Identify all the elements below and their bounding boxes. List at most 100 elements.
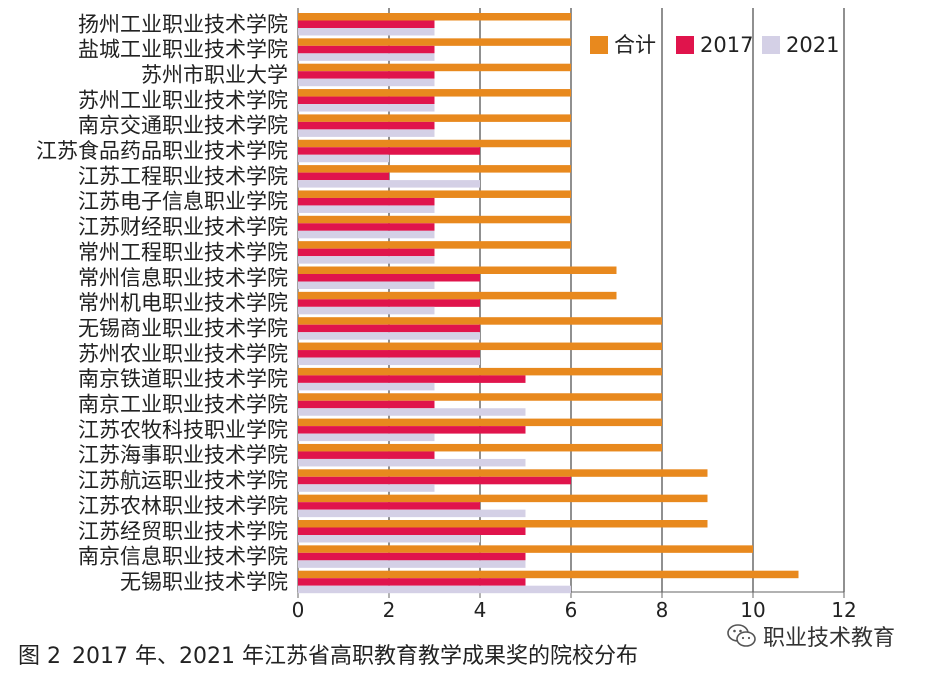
x-tick-labels: 0 2 4 6 8 10 12 <box>292 598 857 622</box>
bar-total <box>298 139 571 148</box>
legend: 合计 2017 2021 <box>590 33 839 57</box>
bar-2017 <box>298 121 435 130</box>
x-tick-label: 0 <box>292 598 305 622</box>
bar-2017 <box>298 172 389 181</box>
bar-2021 <box>298 306 435 315</box>
bar-total <box>298 215 571 224</box>
bar-2021 <box>298 585 571 594</box>
category-label: 无锡商业职业技术学院 <box>78 316 288 340</box>
bar-total <box>298 317 662 325</box>
category-label: 常州机电职业技术学院 <box>78 291 288 315</box>
bar-2021 <box>298 484 435 492</box>
bar-total <box>298 393 662 401</box>
bar-total <box>298 443 662 452</box>
bar-2021 <box>298 357 480 366</box>
wechat-icon <box>727 624 756 647</box>
bar-2021 <box>298 104 435 112</box>
figure-caption: 图 2 2017 年、2021 年江苏省高职教育教学成果奖的院校分布 <box>18 638 642 670</box>
bar-2021 <box>298 230 435 239</box>
bar-2017 <box>298 274 480 282</box>
bars <box>298 13 799 594</box>
bar-total <box>298 469 708 477</box>
x-tick-label: 4 <box>474 598 487 622</box>
bar-total <box>298 89 571 97</box>
x-tick-label: 10 <box>740 598 765 622</box>
legend-label: 合计 <box>614 33 656 57</box>
bar-total <box>298 38 571 46</box>
bar-2021 <box>298 458 526 467</box>
category-label: 江苏经贸职业技术学院 <box>78 519 288 543</box>
category-label: 南京铁道职业技术学院 <box>78 367 288 391</box>
bar-total <box>298 190 571 198</box>
legend-label: 2017 <box>700 33 753 57</box>
figure-number: 图 2 <box>18 644 61 669</box>
bar-2017 <box>298 426 526 434</box>
bar-2021 <box>298 28 435 36</box>
bar-total <box>298 418 662 427</box>
bar-2017 <box>298 147 480 155</box>
category-label: 江苏工程职业技术学院 <box>78 164 288 188</box>
category-label: 扬州工业职业技术学院 <box>78 12 288 36</box>
bar-total <box>298 342 662 351</box>
watermark: 职业技术教育 <box>727 620 895 652</box>
bar-2017 <box>298 400 435 409</box>
bar-total <box>298 165 571 173</box>
bar-2017 <box>298 223 435 231</box>
bar-total <box>298 570 799 579</box>
bar-total <box>298 520 708 528</box>
bar-total <box>298 291 617 300</box>
bar-2021 <box>298 560 526 568</box>
category-label: 江苏食品药品职业技术学院 <box>36 139 288 163</box>
bar-2017 <box>298 45 435 54</box>
category-label: 江苏电子信息职业学院 <box>78 190 288 214</box>
category-label: 江苏农林职业技术学院 <box>78 494 288 518</box>
bar-2017 <box>298 20 435 28</box>
bar-2017 <box>298 324 480 333</box>
bar-2017 <box>298 350 480 358</box>
category-label: 无锡职业技术学院 <box>120 570 288 594</box>
bar-2017 <box>298 96 435 105</box>
bar-2017 <box>298 476 571 485</box>
bar-2021 <box>298 281 435 289</box>
bar-2021 <box>298 382 435 391</box>
bar-2021 <box>298 205 435 213</box>
bar-total <box>298 13 571 21</box>
bar-total <box>298 266 617 274</box>
legend-swatch-0 <box>590 36 608 54</box>
figure-title: 2017 年、2021 年江苏省高职教育教学成果奖的院校分布 <box>72 644 638 669</box>
bar-total <box>298 63 571 72</box>
category-label: 南京信息职业技术学院 <box>78 545 288 569</box>
x-tick-label: 6 <box>565 598 578 622</box>
bar-2021 <box>298 129 435 137</box>
bar-total <box>298 241 571 249</box>
category-label: 江苏航运职业技术学院 <box>78 469 288 493</box>
category-label: 苏州工业职业技术学院 <box>78 88 288 112</box>
legend-swatch-1 <box>676 36 694 54</box>
bar-2017 <box>298 71 435 79</box>
category-label: 南京工业职业技术学院 <box>78 393 288 417</box>
bar-2017 <box>298 552 526 561</box>
bar-2021 <box>298 332 480 340</box>
watermark-text: 职业技术教育 <box>763 626 896 651</box>
bar-total <box>298 367 662 376</box>
bar-2021 <box>298 53 435 61</box>
category-label: 苏州农业职业技术学院 <box>78 342 288 366</box>
bar-2021 <box>298 509 526 518</box>
category-label: 常州信息职业技术学院 <box>78 266 288 290</box>
bar-2021 <box>298 535 480 543</box>
category-label: 江苏财经职业技术学院 <box>78 215 288 239</box>
category-label: 盐城工业职业技术学院 <box>78 38 288 62</box>
legend-label: 2021 <box>786 33 839 57</box>
bar-2017 <box>298 248 435 257</box>
category-label: 南京交通职业技术学院 <box>78 114 288 138</box>
x-tick-label: 8 <box>656 598 669 622</box>
bar-2017 <box>298 451 435 459</box>
x-tick-label: 12 <box>831 598 856 622</box>
category-label: 江苏海事职业技术学院 <box>78 443 288 467</box>
category-label: 常州工程职业技术学院 <box>78 240 288 264</box>
bar-2017 <box>298 197 435 206</box>
bar-2021 <box>298 78 435 87</box>
bar-total <box>298 114 571 122</box>
bar-total <box>298 494 708 503</box>
bar-2017 <box>298 527 526 535</box>
